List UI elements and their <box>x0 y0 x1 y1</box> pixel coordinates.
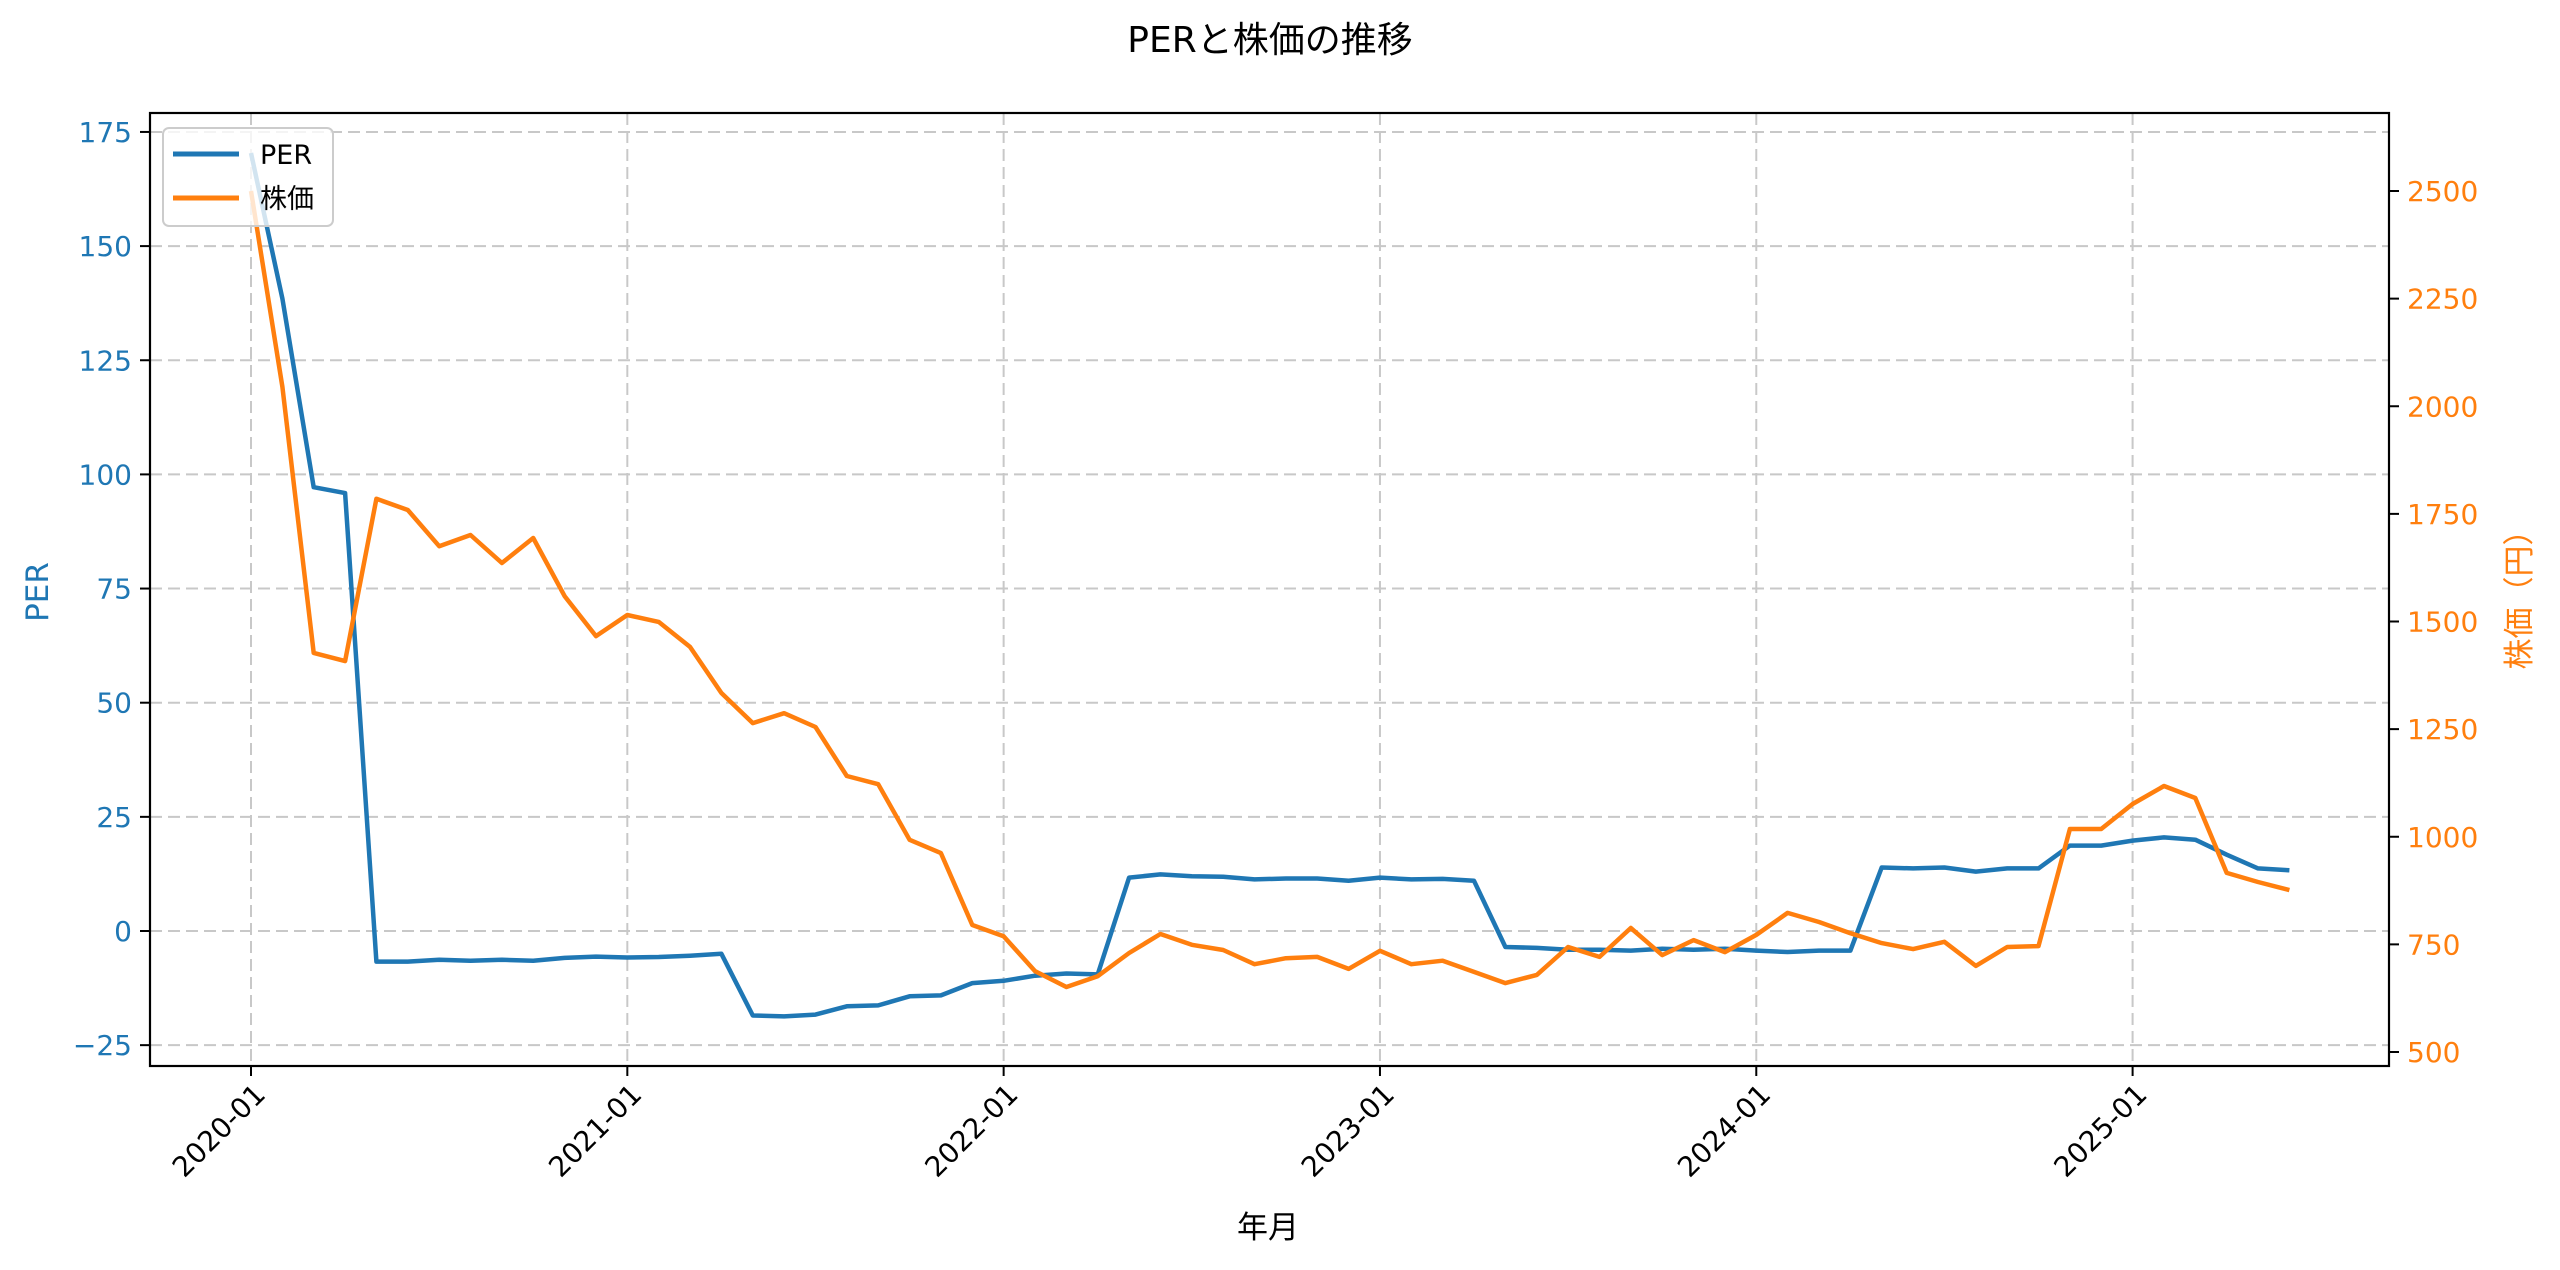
left-tick-label: 175 <box>79 116 132 149</box>
right-tick-label: 1250 <box>2407 713 2478 746</box>
legend: PER 株価 <box>162 127 334 227</box>
left-tick-label: 25 <box>96 801 132 834</box>
left-tick-label: 125 <box>79 344 132 377</box>
legend-price-label: 株価 <box>260 184 314 215</box>
left-y-axis-label: PER <box>20 562 56 622</box>
right-tick-label: 500 <box>2407 1036 2460 1069</box>
left-tick-label: 75 <box>96 573 132 606</box>
left-tick-label: −25 <box>73 1029 132 1062</box>
x-axis-label: 年月 <box>1237 1210 1299 1246</box>
right-tick-label: 1750 <box>2407 498 2478 531</box>
x-tick-label: 2023-01 <box>1295 1078 1401 1184</box>
x-tick-label: 2022-01 <box>919 1078 1025 1184</box>
left-tick-label: 0 <box>114 915 132 948</box>
x-tick-label: 2020-01 <box>166 1078 272 1184</box>
right-tick-label: 1000 <box>2407 821 2478 854</box>
left-tick-label: 50 <box>96 687 132 720</box>
x-tick-label: 2024-01 <box>1671 1078 1777 1184</box>
legend-per-label: PER <box>260 140 312 171</box>
left-y-axis: −25 0 25 50 75 100 125 150 175 <box>73 116 150 1062</box>
right-tick-label: 2000 <box>2407 390 2478 423</box>
right-tick-label: 750 <box>2407 928 2460 961</box>
x-tick-label: 2021-01 <box>542 1078 648 1184</box>
x-axis: 2020-01 2021-01 2022-01 2023-01 2024-01 2025-… <box>166 1066 2154 1184</box>
grid-lines <box>150 113 2389 1066</box>
price-line <box>248 190 2290 990</box>
right-tick-label: 2500 <box>2407 175 2478 208</box>
chart-title: PERと株価の推移 <box>1127 20 1412 61</box>
x-tick-label: 2025-01 <box>2047 1078 2153 1184</box>
per-line <box>248 152 2290 1019</box>
left-tick-label: 100 <box>79 458 132 491</box>
left-tick-label: 150 <box>79 230 132 263</box>
right-y-axis: 500 750 1000 1250 1500 1750 2000 2250 2500 <box>2389 175 2478 1069</box>
right-y-axis-label: 株価（円） <box>2502 515 2538 670</box>
right-tick-label: 2250 <box>2407 283 2478 316</box>
series-lines <box>248 152 2290 1019</box>
right-tick-label: 1500 <box>2407 606 2478 639</box>
